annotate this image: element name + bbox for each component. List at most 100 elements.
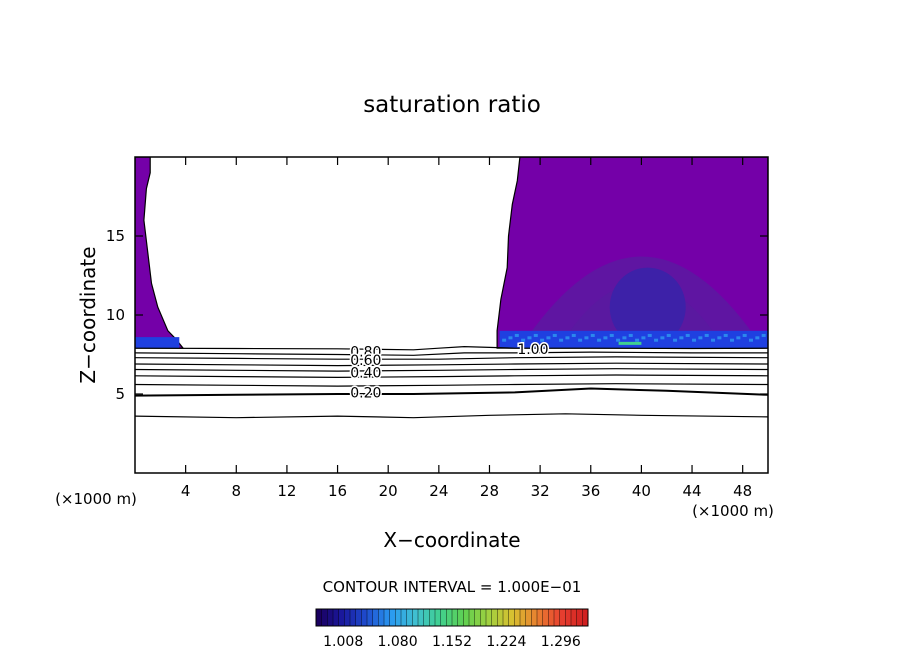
colorbar-cell — [559, 609, 566, 626]
colorbar-cell — [367, 609, 374, 626]
x-tick-label: 24 — [429, 482, 448, 500]
colorbar-cell — [503, 609, 510, 626]
contour-lines — [135, 345, 768, 419]
turbulent-speckle — [711, 338, 716, 342]
turbulent-speckle — [508, 336, 513, 340]
colorbar-cell — [316, 609, 323, 626]
colorbar-cell — [333, 609, 340, 626]
colorbar-cell — [418, 609, 425, 626]
contour-line-0.8 — [135, 351, 768, 356]
turbulent-speckle — [692, 338, 697, 342]
turbulent-speckle — [597, 338, 602, 342]
x-axis-label: X−coordinate — [383, 528, 520, 552]
turbulent-speckle — [749, 338, 754, 342]
colorbar-cell — [423, 609, 430, 626]
colorbar-cell — [491, 609, 498, 626]
turbulent-speckle — [521, 338, 526, 342]
turbulent-speckle — [666, 333, 671, 337]
colorbar-cell — [344, 609, 351, 626]
right-blue-band — [499, 330, 768, 349]
turbulent-speckle — [641, 336, 646, 340]
x-tick-label: 16 — [328, 482, 347, 500]
colorbar-cell — [327, 609, 334, 626]
contour-labels: 0.800.600.40 0.20 1.00 — [349, 340, 550, 402]
colorbar-cell — [429, 609, 436, 626]
colorbar-cell — [457, 609, 464, 626]
turbulent-speckle — [654, 338, 659, 342]
x-tick-label: 12 — [277, 482, 296, 500]
colorbar-cell — [497, 609, 504, 626]
turbulent-speckle — [533, 333, 538, 337]
turbulent-speckle — [685, 333, 690, 337]
colorbar-cell — [389, 609, 396, 626]
turbulent-speckle — [622, 336, 627, 340]
colorbar-cell — [355, 609, 362, 626]
x-unit-right: (×1000 m) — [692, 502, 774, 520]
turbulent-speckle — [742, 333, 747, 337]
turbulent-speckle — [552, 333, 557, 337]
colorbar-frame — [315, 608, 589, 627]
filled-region-1 — [135, 157, 185, 349]
colorbar-tick-label: 1.008 — [323, 634, 363, 650]
contour-line-0.1 — [135, 413, 768, 419]
contour-line-0.7 — [135, 356, 768, 360]
colorbar-cell — [480, 609, 487, 626]
colorbar-cell — [537, 609, 544, 626]
x-tick-label: 8 — [232, 482, 242, 500]
turbulent-speckle — [609, 333, 614, 337]
colorbar-cell — [520, 609, 527, 626]
turbulent-speckle — [578, 338, 583, 342]
turbulent-speckle — [590, 333, 595, 337]
contour-line-0.5 — [135, 368, 768, 372]
x-tick-label: 36 — [581, 482, 600, 500]
colorbar-cell — [508, 609, 515, 626]
colorbar-tick-labels: 1.008 1.080 1.152 1.224 1.296 — [323, 634, 581, 650]
turbulent-speckle — [584, 336, 589, 340]
colorbar — [315, 608, 589, 627]
colorbar-cell — [514, 609, 521, 626]
turbulent-speckle — [679, 336, 684, 340]
colorbar-cell — [571, 609, 578, 626]
turbulent-speckle — [502, 338, 507, 342]
colorbar-cell — [554, 609, 561, 626]
peak-highlight — [618, 341, 642, 345]
y-tick-label: 5 — [115, 385, 125, 403]
left-blue-band — [135, 337, 180, 349]
colorbar-cell — [435, 609, 442, 626]
turbulent-speckle — [673, 338, 678, 342]
x-tick-label: 44 — [682, 482, 701, 500]
turbulent-speckle — [736, 336, 741, 340]
colorbar-cell — [350, 609, 357, 626]
contour-label: 0.80 — [350, 344, 381, 360]
colorbar-cell — [384, 609, 391, 626]
contour-line-0.6 — [135, 362, 768, 367]
y-axis-label: Z−coordinate — [76, 246, 100, 383]
colorbar-cell — [338, 609, 345, 626]
x-tick-label: 4 — [181, 482, 191, 500]
colorbar-cell — [321, 609, 328, 626]
chart-title: saturation ratio — [363, 92, 541, 118]
turbulent-speckle — [559, 338, 564, 342]
turbulent-speckle — [527, 336, 532, 340]
turbulent-speckle — [698, 336, 703, 340]
colorbar-cell — [486, 609, 493, 626]
x-axis-ticks: 4 8 12 16 20 24 28 32 36 40 44 48 — [181, 157, 752, 500]
colorbar-cell — [378, 609, 385, 626]
turbulent-speckle — [540, 338, 545, 342]
contour-line-0.9 — [135, 345, 768, 351]
colorbar-cell — [401, 609, 408, 626]
turbulent-speckle — [647, 333, 652, 337]
colorbar-cell — [576, 609, 583, 626]
x-tick-label: 40 — [632, 482, 651, 500]
turbulent-speckle — [565, 336, 570, 340]
colorbar-cell — [531, 609, 538, 626]
contour-label: 0.60 — [350, 353, 381, 369]
x-tick-label: 20 — [379, 482, 398, 500]
turbulent-speckle — [514, 333, 519, 337]
contour-line-0.2 — [135, 387, 768, 397]
colorbar-cell — [474, 609, 481, 626]
colorbar-tick-label: 1.152 — [432, 634, 472, 650]
turbulent-speckle — [723, 333, 728, 337]
colorbar-cell — [412, 609, 419, 626]
